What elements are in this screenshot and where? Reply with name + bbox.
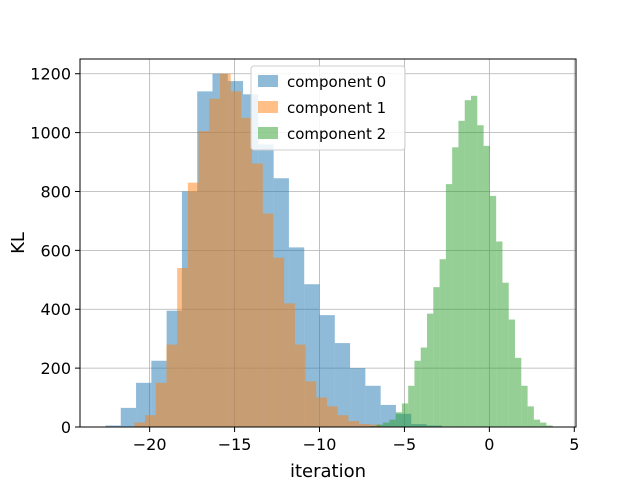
histogram-bar-series-2 [496, 241, 503, 427]
histogram-bar-series-2 [508, 319, 516, 427]
histogram-bar-series-2 [427, 313, 434, 427]
histogram-bar-series-2 [477, 125, 484, 428]
histogram-bar-series-2 [533, 419, 541, 427]
y-tick-label: 1000 [30, 124, 71, 143]
legend-swatch [258, 101, 278, 113]
histogram-bar-series-1 [252, 163, 263, 427]
histogram-bars [105, 73, 553, 428]
x-tick-label: 0 [484, 435, 494, 454]
y-axis-ticks: 0 200 400 600 800 1000 1200 [30, 65, 80, 437]
histogram-bar-series-1 [155, 382, 167, 427]
x-tick-label: 5 [569, 435, 579, 454]
histogram-bar-series-2 [383, 422, 390, 427]
histogram-bar-series-2 [483, 145, 490, 427]
y-axis-label: KL [8, 232, 29, 254]
histogram-bar-series-1 [230, 91, 242, 427]
histogram-bar-series-1 [134, 422, 146, 427]
histogram-bar-series-2 [546, 425, 553, 427]
histogram-bar-series-2 [471, 95, 478, 428]
histogram-bar-series-1 [166, 344, 178, 427]
plot-area-frame [79, 58, 577, 428]
histogram-bar-series-1 [326, 406, 338, 427]
y-tick-label: 200 [40, 359, 71, 378]
histogram-bar-series-0 [365, 385, 381, 427]
histogram-bar-series-1 [219, 73, 231, 427]
histogram-bar-series-2 [540, 422, 547, 427]
histogram-bar-series-1 [348, 421, 360, 427]
histogram-bar-series-2 [445, 184, 453, 427]
histogram-bar-series-0 [334, 343, 351, 427]
histogram-bar-series-2 [420, 347, 428, 427]
histogram-bar-series-2 [521, 385, 528, 427]
histogram-bar-series-2 [527, 406, 534, 427]
legend-swatch [258, 127, 278, 139]
legend-label: component 0 [287, 73, 386, 91]
histogram-bar-series-2 [414, 360, 421, 427]
y-tick-label: 800 [40, 182, 71, 201]
x-tick-label: −5 [393, 435, 417, 454]
legend-label: component 1 [287, 99, 386, 117]
x-tick-label: −15 [218, 435, 252, 454]
histogram-bar-series-2 [452, 147, 459, 427]
legend-box [250, 65, 406, 151]
histogram-bar-series-2 [376, 424, 384, 427]
histogram-bar-series-2 [433, 287, 440, 427]
histogram-bar-series-2 [502, 282, 509, 427]
histogram-bar-series-1 [369, 424, 381, 427]
legend-swatch [258, 75, 278, 87]
y-tick-label: 1200 [30, 65, 71, 84]
histogram-bar-series-1 [145, 415, 156, 427]
histogram-bar-series-0 [120, 407, 137, 427]
y-tick-label: 0 [61, 418, 71, 437]
histogram-bar-series-1 [262, 213, 274, 427]
histogram-bar-series-1 [284, 303, 295, 427]
histogram-bar-series-1 [337, 415, 349, 427]
x-axis-ticks: −20 −15 −10 −5 0 5 [133, 427, 579, 454]
histogram-bar-series-1 [305, 381, 317, 427]
x-tick-label: −10 [303, 435, 337, 454]
histogram-bar-series-2 [489, 195, 497, 427]
histogram-bar-series-2 [408, 385, 415, 427]
histogram-bar-series-2 [389, 419, 396, 427]
x-tick-label: −20 [133, 435, 167, 454]
histogram-bar-series-2 [458, 120, 465, 427]
histogram-bar-series-1 [209, 98, 220, 427]
histogram-bar-series-2 [439, 259, 446, 427]
histogram-bar-series-1 [241, 117, 253, 427]
histogram-bar-series-1 [198, 131, 210, 428]
histogram-bar-series-0 [105, 425, 121, 427]
histogram-bar-series-1 [177, 268, 188, 427]
histogram-bar-series-2 [515, 357, 522, 427]
histogram-bar-series-1 [316, 397, 327, 427]
legend-label: component 2 [287, 125, 386, 143]
legend: component 0 component 1 component 2 [250, 65, 406, 151]
histogram-bar-series-0 [350, 368, 366, 427]
histogram-bar-series-1 [187, 182, 199, 427]
histogram-bar-series-2 [401, 403, 409, 427]
histogram-bar-series-1 [273, 257, 285, 427]
histogram-bar-series-1 [359, 424, 370, 427]
histogram-bar-series-2 [464, 100, 472, 427]
histogram-bar-series-1 [294, 344, 306, 427]
histogram-bar-series-2 [395, 412, 402, 427]
y-tick-label: 400 [40, 300, 71, 319]
x-axis-label: iteration [290, 461, 366, 480]
y-tick-label: 600 [40, 241, 71, 260]
